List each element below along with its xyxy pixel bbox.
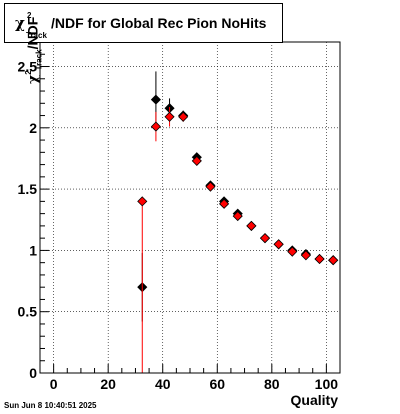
ylabel-subscript: Track — [34, 49, 44, 71]
data-point — [205, 181, 216, 192]
data-point — [287, 246, 298, 257]
data-point — [150, 94, 161, 105]
title-chi-symbol: χ — [15, 14, 25, 32]
y-tick-label: 2.5 — [18, 59, 38, 75]
data-point — [314, 253, 325, 265]
x-tick-label: 80 — [264, 376, 280, 392]
ylabel-superscript: 2 — [24, 70, 33, 75]
plot-frame — [39, 41, 341, 374]
y-tick-label: 0.5 — [18, 304, 38, 320]
x-tick-label: 20 — [100, 376, 116, 392]
data-markers — [137, 71, 339, 373]
chart-title-box: χ 2 Track /NDF for Global Rec Pion NoHit… — [4, 3, 283, 43]
data-point — [259, 233, 271, 244]
data-point — [191, 155, 202, 166]
y-tick-label: 1.5 — [18, 181, 38, 197]
axis-ticks — [40, 41, 341, 374]
grid-lines — [40, 42, 340, 374]
y-tick-label: 1 — [29, 242, 37, 258]
chart-title: /NDF for Global Rec Pion NoHits — [51, 15, 267, 31]
data-point — [273, 239, 284, 250]
data-point — [219, 198, 230, 209]
data-point — [137, 196, 148, 207]
ylabel-text: /NDF — [24, 16, 41, 50]
title-subscript: Track — [26, 31, 47, 40]
data-point — [328, 255, 339, 266]
ylabel-chi-symbol: χ — [25, 74, 42, 84]
data-point — [232, 211, 243, 222]
data-point — [178, 111, 189, 122]
x-tick-label: 60 — [209, 376, 225, 392]
title-superscript: 2 — [27, 11, 32, 20]
x-tick-label: 0 — [50, 376, 58, 392]
x-axis-title: Quality — [290, 392, 338, 408]
data-point — [164, 111, 175, 122]
y-tick-label: 2 — [29, 120, 37, 136]
data-point — [246, 220, 257, 231]
y-tick-label: 0 — [29, 365, 37, 381]
x-tick-label: 40 — [155, 376, 171, 392]
data-point — [150, 121, 161, 132]
data-point — [300, 250, 311, 261]
x-tick-label: 100 — [315, 376, 339, 392]
timestamp: Sun Jun 8 10:40:51 2025 — [4, 401, 97, 410]
